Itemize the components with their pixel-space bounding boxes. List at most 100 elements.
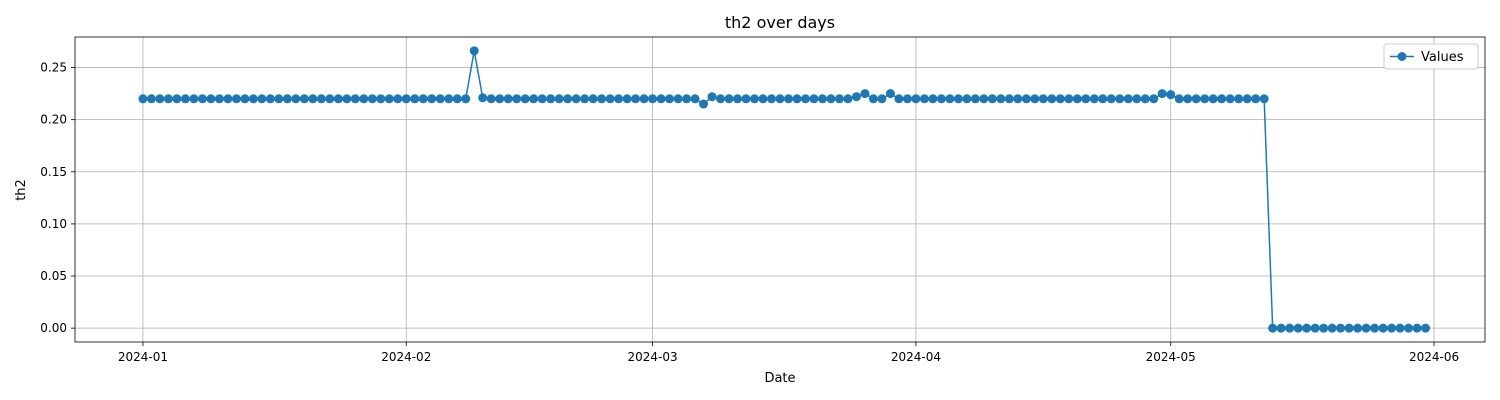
data-point xyxy=(945,94,955,104)
data-point xyxy=(919,94,929,104)
data-point xyxy=(605,94,615,104)
legend: Values xyxy=(1383,43,1479,70)
data-point xyxy=(418,94,428,104)
data-point xyxy=(885,89,895,99)
data-point xyxy=(1344,323,1354,333)
data-point xyxy=(588,94,598,104)
data-point xyxy=(444,94,454,104)
data-point xyxy=(1234,94,1244,104)
legend-marker xyxy=(1397,52,1407,61)
data-point xyxy=(979,94,989,104)
data-point xyxy=(1132,94,1142,104)
data-point xyxy=(1242,94,1252,104)
data-point xyxy=(987,94,997,104)
data-point xyxy=(299,94,309,104)
x-tick-label: 2024-04 xyxy=(891,350,941,364)
data-point xyxy=(1047,94,1057,104)
data-point xyxy=(877,94,887,104)
data-point xyxy=(384,94,394,104)
data-point xyxy=(1217,94,1227,104)
data-point xyxy=(1140,94,1150,104)
legend-box xyxy=(1383,43,1479,70)
data-point xyxy=(1072,94,1082,104)
y-tick-label: 0.00 xyxy=(40,321,67,335)
data-point xyxy=(783,94,793,104)
data-point xyxy=(1285,323,1295,333)
data-point xyxy=(1276,323,1286,333)
data-point xyxy=(393,94,403,104)
y-tick-label: 0.05 xyxy=(40,269,67,283)
data-point xyxy=(410,94,420,104)
data-point xyxy=(1174,94,1184,104)
data-point xyxy=(1030,94,1040,104)
data-point xyxy=(809,94,819,104)
data-point xyxy=(622,94,632,104)
data-point xyxy=(1268,323,1278,333)
data-point xyxy=(1378,323,1388,333)
data-point xyxy=(682,94,692,104)
x-tick-label: 2024-05 xyxy=(1146,350,1196,364)
data-point xyxy=(240,94,250,104)
data-point xyxy=(1098,94,1108,104)
data-point xyxy=(1157,89,1167,99)
data-point xyxy=(826,94,836,104)
data-point xyxy=(512,94,522,104)
data-point xyxy=(282,94,292,104)
data-point xyxy=(792,94,802,104)
data-point xyxy=(656,94,666,104)
data-point xyxy=(367,94,377,104)
data-point xyxy=(563,94,573,104)
data-point xyxy=(580,94,590,104)
data-point xyxy=(1361,323,1371,333)
data-point xyxy=(435,94,445,104)
data-point xyxy=(1021,94,1031,104)
data-point xyxy=(631,94,641,104)
axis-ticks: 2024-01 2024-02 2024-03 2024-04 2024-05 2024-… xyxy=(40,61,1459,364)
data-point xyxy=(1251,94,1261,104)
data-point xyxy=(970,94,980,104)
data-point xyxy=(223,94,233,104)
data-point xyxy=(1259,94,1269,104)
data-point xyxy=(1353,323,1363,333)
data-point xyxy=(894,94,904,104)
plot-frame xyxy=(74,36,1486,343)
legend-label: Values xyxy=(1421,50,1464,65)
data-point xyxy=(1319,323,1329,333)
data-point xyxy=(546,94,556,104)
data-point xyxy=(1200,94,1210,104)
data-point xyxy=(1081,94,1091,104)
data-point xyxy=(231,94,241,104)
data-point xyxy=(724,94,734,104)
data-point xyxy=(1055,94,1065,104)
data-point xyxy=(996,94,1006,104)
data-point xyxy=(146,94,156,104)
chart-title: th2 over days xyxy=(725,13,835,32)
data-point xyxy=(1387,323,1397,333)
data-point xyxy=(1149,94,1159,104)
data-point xyxy=(614,94,624,104)
data-point xyxy=(868,94,878,104)
data-point xyxy=(716,94,726,104)
data-point xyxy=(1166,90,1176,100)
data-point xyxy=(690,94,700,104)
data-point xyxy=(503,94,513,104)
data-point xyxy=(758,94,768,104)
data-point xyxy=(478,93,488,103)
data-point xyxy=(1310,323,1320,333)
data-point xyxy=(401,94,411,104)
data-point xyxy=(1225,94,1235,104)
data-point xyxy=(733,94,743,104)
data-point xyxy=(427,94,437,104)
grid xyxy=(75,37,1485,342)
x-axis-title: Date xyxy=(764,371,795,386)
data-point xyxy=(1106,94,1116,104)
data-point xyxy=(1064,94,1074,104)
data-point xyxy=(1013,94,1023,104)
data-point xyxy=(1004,94,1014,104)
data-point xyxy=(248,94,258,104)
data-point xyxy=(800,94,810,104)
data-point xyxy=(1191,94,1201,104)
data-point xyxy=(495,94,505,104)
data-point xyxy=(257,94,267,104)
data-point xyxy=(1123,94,1133,104)
